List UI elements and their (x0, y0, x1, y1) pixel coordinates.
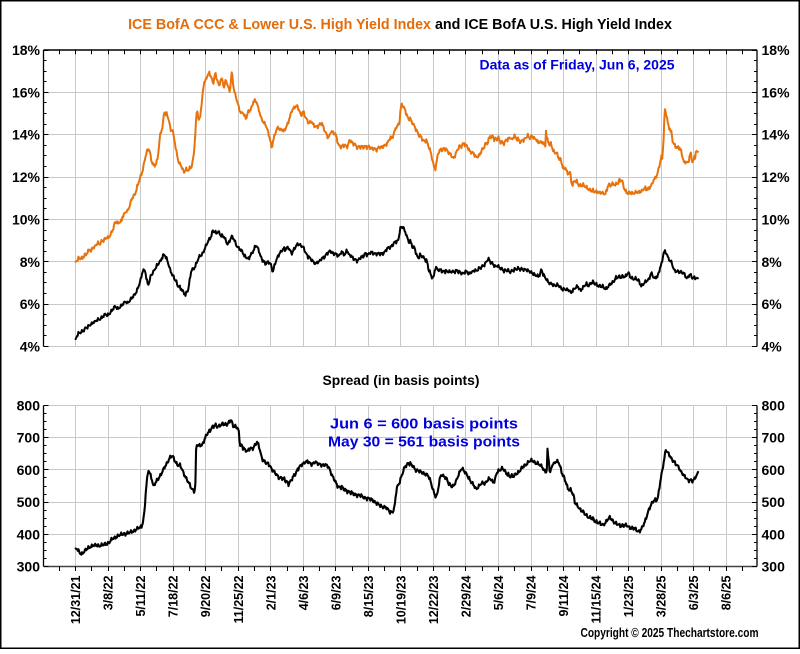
svg-text:4%: 4% (20, 339, 41, 355)
svg-text:3/28/25: 3/28/25 (655, 575, 669, 617)
svg-text:Spread (in basis points): Spread (in basis points) (323, 372, 480, 388)
svg-text:4%: 4% (762, 339, 783, 355)
svg-text:600: 600 (762, 462, 786, 478)
svg-text:6%: 6% (20, 296, 41, 312)
svg-text:6/3/25: 6/3/25 (687, 575, 701, 610)
svg-text:400: 400 (762, 526, 786, 542)
svg-text:11/15/24: 11/15/24 (590, 575, 604, 623)
svg-text:2/1/23: 2/1/23 (264, 575, 278, 610)
svg-text:700: 700 (762, 430, 786, 446)
svg-text:Copyright © 2025 Thechartstore: Copyright © 2025 Thechartstore.com (581, 626, 759, 640)
svg-text:400: 400 (17, 526, 41, 542)
svg-text:3/8/22: 3/8/22 (102, 575, 116, 610)
svg-text:16%: 16% (762, 84, 791, 100)
svg-text:18%: 18% (762, 42, 791, 58)
svg-text:600: 600 (17, 462, 41, 478)
svg-text:12/22/23: 12/22/23 (427, 575, 441, 624)
svg-text:May 30 = 561 basis points: May 30 = 561 basis points (328, 434, 520, 451)
svg-text:300: 300 (17, 559, 41, 575)
svg-text:Jun 6 = 600 basis points: Jun 6 = 600 basis points (330, 415, 518, 432)
svg-text:500: 500 (762, 494, 786, 510)
svg-text:800: 800 (762, 398, 786, 414)
svg-text:14%: 14% (12, 127, 41, 143)
svg-text:Data as of Friday, Jun 6, 2025: Data as of Friday, Jun 6, 2025 (479, 57, 674, 73)
svg-text:8/6/25: 8/6/25 (720, 575, 734, 610)
svg-text:10%: 10% (12, 211, 41, 227)
svg-text:1/23/25: 1/23/25 (622, 575, 636, 617)
svg-text:9/20/22: 9/20/22 (199, 575, 213, 617)
svg-text:11/25/22: 11/25/22 (232, 575, 246, 623)
svg-text:12%: 12% (12, 169, 41, 185)
svg-text:5/6/24: 5/6/24 (492, 575, 506, 610)
svg-text:7/9/24: 7/9/24 (525, 575, 539, 610)
svg-text:6/9/23: 6/9/23 (329, 575, 343, 610)
svg-text:10%: 10% (762, 211, 791, 227)
svg-text:6%: 6% (762, 296, 783, 312)
svg-text:800: 800 (17, 398, 41, 414)
svg-text:ICE BofA CCC & Lower U.S. High: ICE BofA CCC & Lower U.S. High Yield Ind… (128, 17, 672, 33)
svg-text:700: 700 (17, 430, 41, 446)
svg-text:5/11/22: 5/11/22 (134, 575, 148, 616)
svg-text:10/19/23: 10/19/23 (394, 575, 408, 624)
svg-text:14%: 14% (762, 127, 791, 143)
svg-text:4/6/23: 4/6/23 (297, 575, 311, 610)
svg-text:9/11/24: 9/11/24 (557, 575, 571, 616)
svg-text:12/31/21: 12/31/21 (69, 575, 83, 624)
svg-text:12%: 12% (762, 169, 791, 185)
svg-text:500: 500 (17, 494, 41, 510)
svg-text:2/29/24: 2/29/24 (460, 575, 474, 617)
svg-text:18%: 18% (12, 42, 41, 58)
svg-text:8/15/23: 8/15/23 (362, 575, 376, 617)
svg-text:7/18/22: 7/18/22 (167, 575, 181, 617)
svg-text:8%: 8% (762, 254, 783, 270)
svg-text:300: 300 (762, 559, 786, 575)
svg-text:16%: 16% (12, 84, 41, 100)
svg-text:8%: 8% (20, 254, 41, 270)
